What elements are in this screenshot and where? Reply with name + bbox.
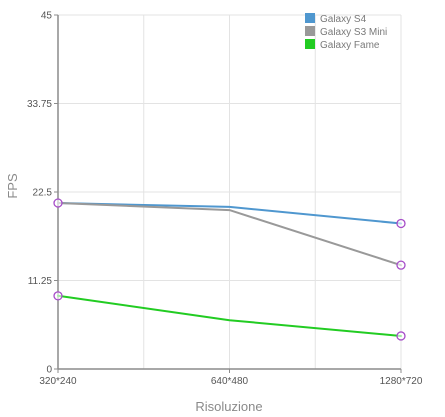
x-axis-ticks: 320*240 640*480 1280*720 [39, 369, 423, 387]
legend-swatch [305, 26, 315, 36]
series-line [57, 202, 402, 225]
x-tick-label: 640*480 [211, 376, 249, 387]
legend-label: Galaxy S4 [320, 14, 367, 25]
x-tick-label: 1280*720 [380, 376, 423, 387]
series-line [57, 202, 402, 267]
legend: Galaxy S4 Galaxy S3 Mini Galaxy Fame [305, 13, 387, 51]
legend-swatch [305, 13, 315, 23]
data-point-marker [53, 291, 63, 301]
legend-label: Galaxy Fame [320, 40, 380, 51]
y-tick-label: 11.25 [28, 276, 53, 287]
y-axis-ticks: 0 11.25 22.5 33.75 45 [27, 11, 58, 376]
legend-label: Galaxy S3 Mini [320, 27, 387, 38]
x-axis-title: Risoluzione [195, 399, 262, 414]
y-tick-label: 0 [46, 365, 52, 376]
series-line [57, 294, 402, 337]
data-point-marker [53, 198, 63, 208]
y-tick-label: 22.5 [33, 188, 53, 199]
y-tick-label: 45 [41, 11, 53, 22]
data-markers [53, 198, 406, 341]
data-point-marker [396, 331, 406, 341]
series-lines [57, 202, 402, 337]
legend-swatch [305, 39, 315, 49]
data-point-marker [396, 218, 406, 229]
grid-lines [58, 14, 402, 369]
y-axis-title: FPS [5, 173, 20, 199]
y-tick-label: 33.75 [27, 99, 52, 110]
x-tick-label: 320*240 [39, 376, 77, 387]
data-point-marker [396, 260, 406, 270]
